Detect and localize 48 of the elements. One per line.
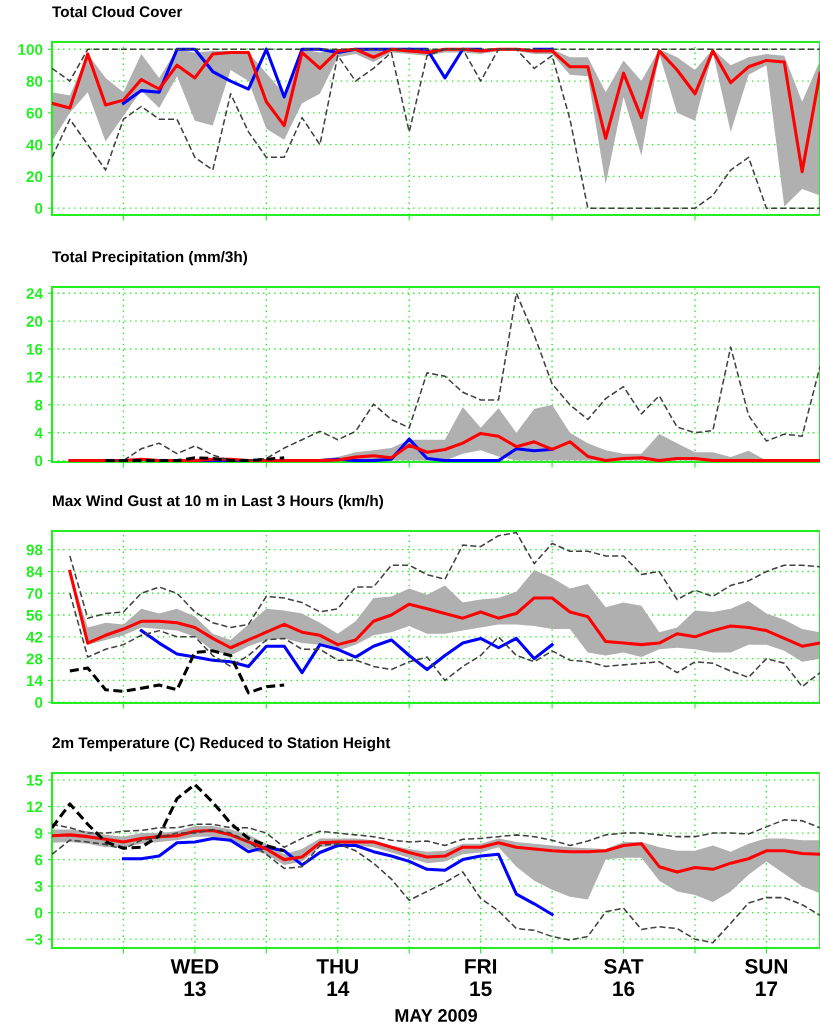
y-tick-label: 20 xyxy=(26,316,43,327)
x-tick-label: FRI 15 xyxy=(465,959,497,997)
y-tick-label: 4 xyxy=(34,427,43,439)
x-tick-label: THU 14 xyxy=(316,959,358,996)
y-tick-label: 9 xyxy=(35,827,43,839)
y-tick-label: 15 xyxy=(26,775,43,786)
y-tick-label: 28 xyxy=(26,653,43,665)
y-tick-label: 12 xyxy=(26,801,43,813)
y-tick-label: 20 xyxy=(26,171,43,183)
y-tick-label: 56 xyxy=(26,609,43,621)
y-tick-label: −3 xyxy=(26,934,43,945)
line-series xyxy=(52,828,820,944)
chart-title: 2m Temperature (C) Reduced to Station Height xyxy=(52,736,391,752)
chart-title: Max Wind Gust at 10 m in Last 3 Hours (km/h) xyxy=(53,494,384,510)
y-tick-label: 6 xyxy=(35,854,43,866)
y-tick-label: 0 xyxy=(35,697,43,708)
y-tick-label: 42 xyxy=(26,631,43,643)
x-axis-title: MAY 2009 xyxy=(395,1009,477,1022)
y-tick-label: 0 xyxy=(35,203,43,214)
y-tick-label: 8 xyxy=(34,399,43,411)
chart-title: Total Cloud Cover xyxy=(52,5,183,18)
y-tick-label: 3 xyxy=(34,881,43,892)
line-series xyxy=(139,629,554,675)
y-tick-label: 24 xyxy=(26,288,43,299)
y-tick-label: 84 xyxy=(26,566,43,578)
line-series xyxy=(69,592,820,688)
y-tick-label: 14 xyxy=(26,675,43,686)
chart-title: Total Precipitation (mm/3h) xyxy=(52,250,248,266)
line-series xyxy=(68,649,286,695)
line-series xyxy=(69,531,820,629)
y-tick-label: 60 xyxy=(26,107,43,119)
y-tick-label: 40 xyxy=(26,139,43,151)
line-series xyxy=(121,836,554,916)
y-tick-label: 12 xyxy=(26,371,43,383)
y-tick-label: 16 xyxy=(26,343,43,355)
y-tick-label: 100 xyxy=(18,44,43,55)
line-series xyxy=(52,47,820,174)
y-tick-label: 98 xyxy=(26,544,43,556)
y-tick-label: 0 xyxy=(35,455,43,467)
line-series xyxy=(52,828,820,874)
line-series xyxy=(52,819,820,849)
y-tick-label: 80 xyxy=(26,75,43,87)
line-series xyxy=(52,782,286,853)
y-tick-label: 0 xyxy=(35,907,43,919)
x-tick-label: WED 13 xyxy=(170,959,219,997)
x-tick-label: SUN 17 xyxy=(745,958,788,996)
x-tick-label: SAT 16 xyxy=(604,958,644,997)
y-tick-label: 70 xyxy=(26,588,43,599)
